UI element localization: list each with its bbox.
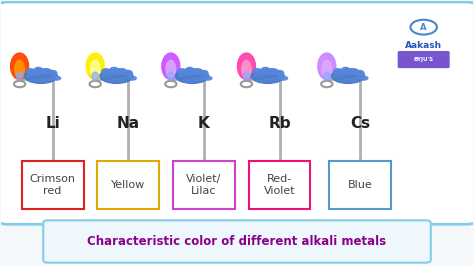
Ellipse shape [118,175,139,181]
FancyBboxPatch shape [329,161,391,209]
Ellipse shape [237,53,255,80]
Ellipse shape [341,67,350,73]
Ellipse shape [276,70,283,75]
Ellipse shape [86,53,104,80]
Text: K: K [198,116,210,131]
FancyBboxPatch shape [43,220,431,263]
FancyBboxPatch shape [0,2,474,224]
Ellipse shape [91,60,100,78]
Ellipse shape [166,60,175,78]
FancyBboxPatch shape [97,161,159,209]
Ellipse shape [359,76,368,80]
Text: Li: Li [46,116,60,131]
Text: Violet/
Lilac: Violet/ Lilac [186,174,222,197]
Ellipse shape [323,72,330,80]
FancyBboxPatch shape [248,161,310,209]
Text: Red-
Violet: Red- Violet [264,174,295,197]
Ellipse shape [162,53,180,80]
Ellipse shape [102,69,110,74]
Ellipse shape [113,179,144,187]
Ellipse shape [331,69,365,83]
Ellipse shape [37,179,68,187]
Ellipse shape [243,72,250,80]
Text: Cs: Cs [350,116,370,131]
Ellipse shape [349,69,358,74]
Ellipse shape [193,69,202,74]
Ellipse shape [100,69,133,83]
Ellipse shape [10,53,28,80]
Ellipse shape [175,69,209,83]
Ellipse shape [167,72,174,80]
Ellipse shape [185,67,194,73]
Ellipse shape [264,179,295,187]
Ellipse shape [128,76,137,80]
Ellipse shape [125,70,132,75]
Ellipse shape [261,67,270,73]
Text: Aakash: Aakash [405,41,442,50]
Ellipse shape [52,76,61,80]
Ellipse shape [92,72,99,80]
Ellipse shape [357,70,364,75]
Ellipse shape [318,53,336,80]
Ellipse shape [279,76,288,80]
Ellipse shape [16,72,23,80]
Ellipse shape [203,76,212,80]
Ellipse shape [34,67,43,73]
Ellipse shape [177,69,186,74]
Text: Characteristic color of different alkali metals: Characteristic color of different alkali… [87,235,387,248]
Ellipse shape [50,70,57,75]
Text: Na: Na [117,116,140,131]
Ellipse shape [349,175,371,181]
Ellipse shape [251,69,284,83]
Text: A: A [420,23,427,32]
Ellipse shape [242,60,251,78]
Ellipse shape [189,179,219,187]
Text: Blue: Blue [347,180,372,190]
FancyBboxPatch shape [173,161,235,209]
Ellipse shape [24,69,57,83]
Ellipse shape [110,67,118,73]
Ellipse shape [322,60,331,78]
Ellipse shape [42,69,51,74]
Text: Crimson
red: Crimson red [30,174,76,197]
Text: Yellow: Yellow [111,180,146,190]
Ellipse shape [269,69,278,74]
FancyBboxPatch shape [22,161,83,209]
Text: Rb: Rb [268,116,291,131]
Ellipse shape [26,69,35,74]
FancyBboxPatch shape [398,51,450,68]
Text: BYJU'S: BYJU'S [414,57,434,62]
Ellipse shape [193,175,215,181]
Ellipse shape [118,69,127,74]
Ellipse shape [333,69,342,74]
Ellipse shape [345,179,375,187]
Ellipse shape [253,69,262,74]
Ellipse shape [15,60,24,78]
Ellipse shape [42,175,64,181]
Ellipse shape [269,175,290,181]
Ellipse shape [201,70,208,75]
